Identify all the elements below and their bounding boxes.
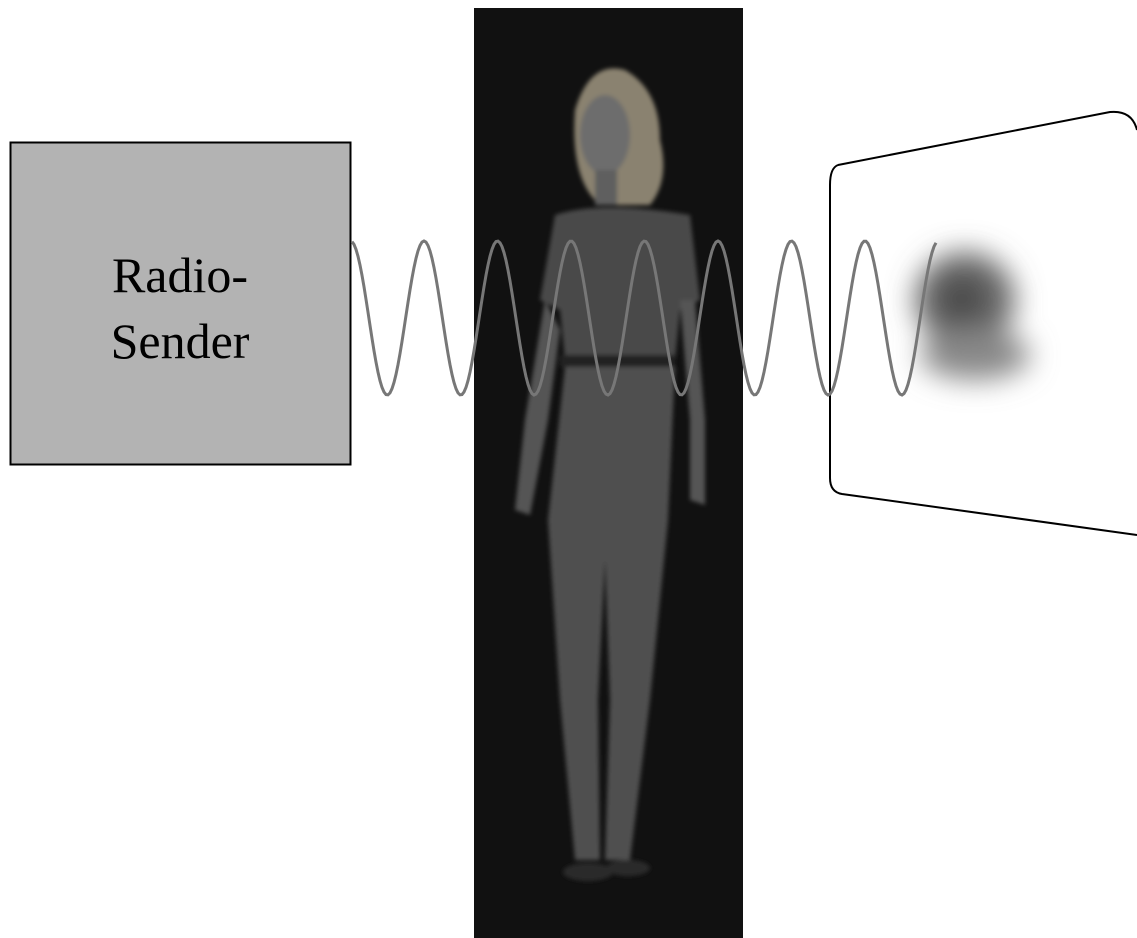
blurred-image bbox=[915, 252, 1030, 380]
sender-label: Sender bbox=[111, 313, 250, 369]
sender-box bbox=[11, 143, 351, 465]
sender-label: Radio- bbox=[112, 247, 248, 303]
diagram: Radio- Sender bbox=[0, 0, 1137, 938]
